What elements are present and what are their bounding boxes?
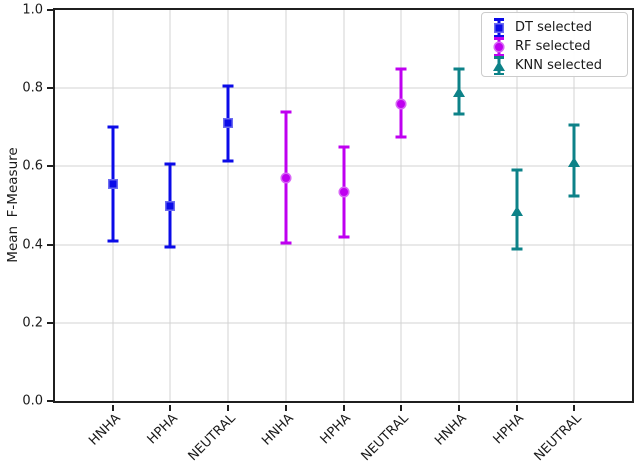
y-tick-label: 1.0 (22, 2, 43, 18)
triangle-marker-icon (492, 60, 505, 71)
data-point-knn-hnha (452, 87, 465, 98)
x-tick-label-text: HPHA (144, 411, 181, 448)
legend-glyph-cap-bottom (493, 34, 504, 37)
x-tick-mark (573, 405, 576, 411)
y-axis-title: Mean F-Measure (5, 147, 21, 263)
legend-glyph-cap-bottom (493, 72, 504, 75)
y-tick-mark (47, 9, 53, 11)
error-cap-bottom-knn (568, 194, 580, 198)
x-tick-mark (515, 405, 518, 411)
error-cap-top-dt (222, 84, 234, 88)
x-tick-label-text: HPHA (317, 411, 355, 448)
gridline-vertical (400, 10, 402, 401)
data-point-knn-neutral (568, 157, 581, 168)
y-tick-label: 0.6 (22, 158, 43, 174)
data-point-knn-hpha (510, 206, 523, 217)
x-tick-mark (342, 405, 345, 411)
x-tick-mark (111, 405, 114, 411)
x-tick-mark (227, 405, 230, 411)
square-marker-icon (493, 22, 504, 33)
error-cap-top-rf (395, 67, 407, 71)
errorbar-circle-icon (492, 37, 505, 56)
error-cap-bottom-dt (164, 245, 176, 249)
error-cap-bottom-knn (453, 112, 465, 116)
data-point-rf-hnha (280, 172, 292, 184)
data-point-dt-neutral (223, 118, 234, 129)
legend-label-rf: RF selected (515, 39, 591, 54)
y-tick-mark (47, 321, 53, 324)
x-tick-mark (400, 405, 403, 411)
x-tick-label-text: HPHA (490, 411, 528, 448)
data-point-rf-neutral (395, 98, 407, 110)
error-cap-bottom-rf (280, 241, 292, 245)
legend-glyph-cap-top (493, 18, 504, 21)
gridline-vertical (458, 10, 460, 401)
error-cap-bottom-dt (107, 239, 119, 243)
legend-glyph-cap-bottom (493, 53, 504, 56)
x-tick-label-text: HNHA (431, 411, 470, 449)
y-tick-mark (47, 165, 53, 168)
legend-glyph-cap-top (493, 37, 504, 40)
legend-item-rf: RF selected (492, 37, 617, 56)
x-tick-label-text: NEUTRAL (531, 411, 585, 465)
error-cap-top-knn (511, 168, 523, 172)
legend-item-dt: DT selected (492, 18, 617, 37)
data-point-dt-hpha (165, 200, 176, 211)
y-tick-label: 0.2 (22, 315, 43, 331)
x-tick-label-text: NEUTRAL (185, 411, 239, 465)
circle-marker-icon (493, 41, 504, 52)
data-point-rf-hpha (338, 186, 349, 198)
error-cap-bottom-knn (511, 247, 523, 250)
error-cap-top-dt (164, 162, 176, 166)
error-cap-top-knn (568, 123, 580, 127)
gridline-vertical (227, 10, 229, 401)
data-point-dt-hnha (107, 178, 118, 189)
errorbar-square-icon (492, 18, 505, 37)
legend-label-knn: KNN selected (515, 58, 602, 73)
error-cap-top-knn (453, 67, 465, 71)
legend-glyph-cap-top (493, 56, 504, 59)
x-tick-label-text: HNHA (258, 411, 297, 449)
error-cap-bottom-rf (338, 235, 349, 239)
legend-label-dt: DT selected (515, 20, 592, 35)
error-cap-top-rf (280, 110, 292, 114)
gridline-vertical (573, 10, 575, 401)
y-tick-mark (47, 400, 53, 402)
error-cap-top-rf (338, 145, 349, 149)
y-tick-label: 0.0 (22, 393, 43, 409)
x-tick-mark (457, 405, 460, 411)
y-tick-label: 0.4 (22, 237, 43, 253)
y-tick-mark (47, 243, 53, 246)
error-cap-top-dt (107, 125, 119, 129)
x-tick-label-text: HNHA (85, 411, 124, 449)
legend: DT selected RF selected KNN selected (481, 12, 628, 77)
y-tick-label: 0.8 (22, 80, 43, 96)
x-tick-label-text: NEUTRAL (358, 411, 412, 465)
error-cap-bottom-rf (395, 135, 407, 139)
x-tick-mark (169, 405, 172, 411)
x-tick-mark (284, 405, 287, 411)
y-tick-mark (47, 87, 53, 90)
error-cap-bottom-dt (222, 159, 234, 163)
errorbar-triangle-icon (492, 56, 505, 75)
legend-item-knn: KNN selected (492, 56, 617, 75)
